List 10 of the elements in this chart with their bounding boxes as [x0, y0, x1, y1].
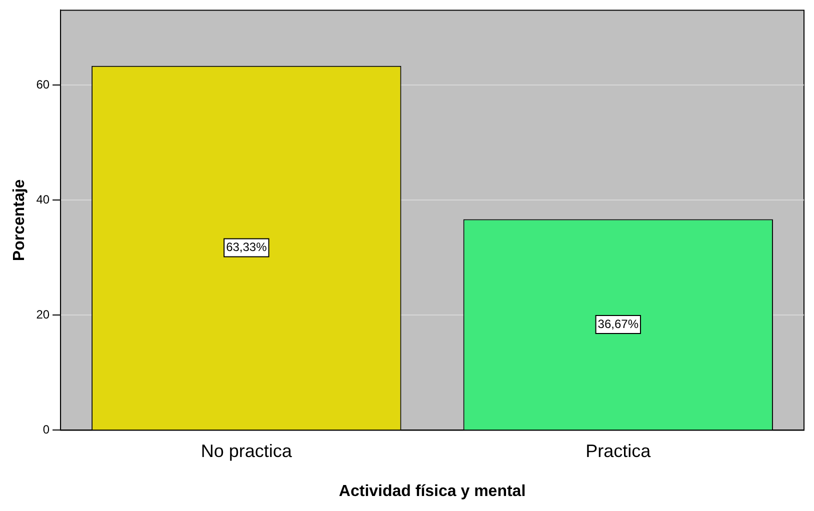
data-label: 36,67%	[598, 316, 639, 331]
y-tick-label: 20	[36, 307, 50, 322]
x-tick-label: Practica	[586, 440, 652, 461]
x-tick-label: No practica	[200, 440, 293, 461]
y-tick-label: 40	[36, 192, 50, 206]
data-label: 63,33%	[226, 240, 268, 254]
x-axis-title: Actividad física y mental	[338, 482, 526, 500]
y-tick-label: 0	[42, 422, 50, 437]
y-axis-title: Porcentaje	[11, 179, 28, 262]
y-tick-label: 60	[36, 77, 50, 92]
